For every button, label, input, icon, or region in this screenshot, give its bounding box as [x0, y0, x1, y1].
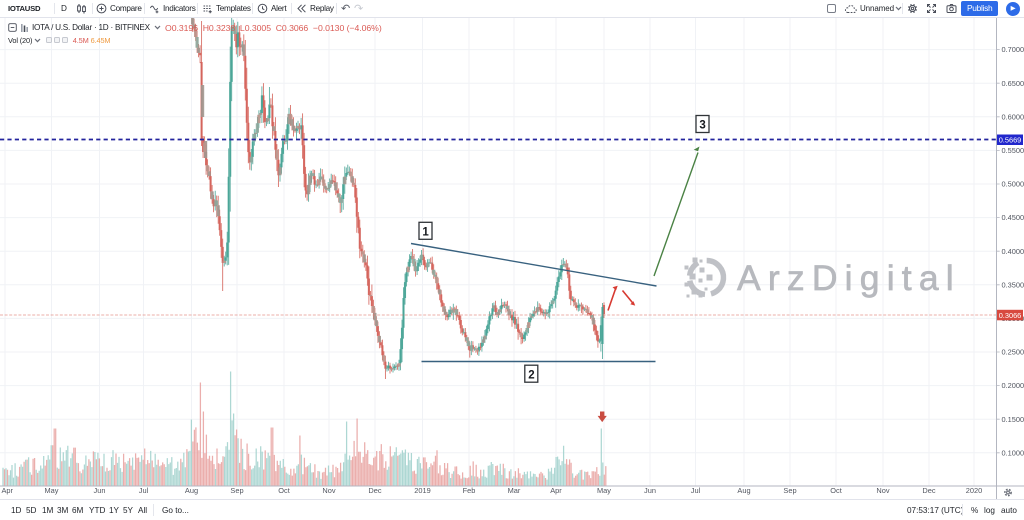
svg-text:3: 3	[699, 120, 705, 132]
svg-text:ArzDigital: ArzDigital	[737, 258, 961, 298]
svg-text:2: 2	[528, 369, 534, 381]
svg-text:Sep: Sep	[783, 486, 796, 495]
svg-text:2020: 2020	[966, 486, 982, 495]
svg-text:2019: 2019	[414, 486, 430, 495]
svg-text:Aug: Aug	[185, 486, 198, 495]
svg-text:Jun: Jun	[644, 486, 656, 495]
svg-text:Jul: Jul	[691, 486, 701, 495]
svg-text:Dec: Dec	[922, 486, 935, 495]
svg-text:Oct: Oct	[278, 486, 290, 495]
svg-text:0.1500: 0.1500	[1002, 415, 1024, 424]
svg-text:0.3500: 0.3500	[1002, 280, 1024, 289]
svg-text:0.3066: 0.3066	[999, 311, 1022, 320]
svg-text:0.4500: 0.4500	[1002, 213, 1024, 222]
svg-text:Jun: Jun	[94, 486, 106, 495]
svg-text:Dec: Dec	[368, 486, 381, 495]
svg-text:0.6000: 0.6000	[1002, 112, 1024, 121]
svg-text:Apr: Apr	[550, 486, 562, 495]
svg-text:Apr: Apr	[2, 486, 14, 495]
svg-text:Mar: Mar	[508, 486, 521, 495]
svg-text:0.2000: 0.2000	[1002, 381, 1024, 390]
svg-text:0.2500: 0.2500	[1002, 348, 1024, 357]
svg-text:0.6500: 0.6500	[1002, 79, 1024, 88]
svg-text:Oct: Oct	[830, 486, 842, 495]
svg-text:Aug: Aug	[737, 486, 750, 495]
svg-text:Nov: Nov	[876, 486, 889, 495]
svg-text:0.5669: 0.5669	[999, 136, 1022, 145]
svg-text:0.1000: 0.1000	[1002, 448, 1024, 457]
svg-text:0.4000: 0.4000	[1002, 247, 1024, 256]
svg-text:Feb: Feb	[463, 486, 476, 495]
svg-text:1: 1	[422, 226, 429, 238]
svg-text:Nov: Nov	[322, 486, 335, 495]
svg-text:Jul: Jul	[139, 486, 149, 495]
svg-text:Sep: Sep	[230, 486, 243, 495]
svg-text:0.5500: 0.5500	[1002, 146, 1024, 155]
svg-text:May: May	[45, 486, 59, 495]
svg-text:May: May	[597, 486, 611, 495]
svg-text:0.7000: 0.7000	[1002, 45, 1024, 54]
svg-text:0.5000: 0.5000	[1002, 180, 1024, 189]
